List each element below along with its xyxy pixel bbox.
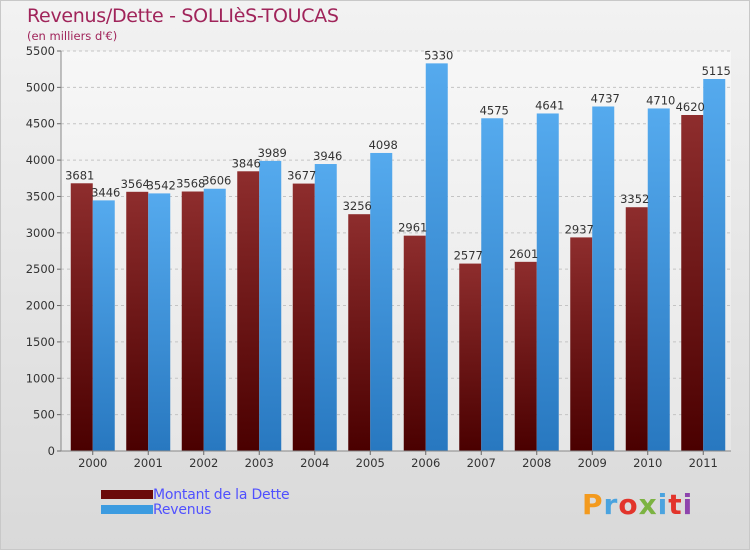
data-label-dette: 3677: [287, 169, 316, 183]
bar-revenus: [647, 108, 670, 452]
y-tick-label: 5000: [26, 80, 55, 94]
data-label-dette: 3352: [620, 192, 649, 206]
logo-letter: t: [668, 488, 683, 521]
bar-dette: [292, 183, 315, 451]
bar-dette: [181, 191, 204, 451]
y-tick-label: 2000: [26, 299, 55, 313]
bar-dette: [514, 261, 537, 451]
bar-dette: [459, 263, 482, 451]
bar-revenus: [92, 200, 115, 451]
data-label-dette: 3256: [343, 199, 372, 213]
bar-dette: [570, 237, 593, 451]
y-tick-label: 4500: [26, 117, 55, 131]
data-label-revenus: 4710: [646, 93, 675, 107]
legend-item-revenus: Revenus: [101, 501, 289, 518]
x-tick-label: 2001: [134, 456, 163, 470]
data-label-dette: 2937: [565, 222, 594, 236]
proxiti-logo: Proxiti: [582, 488, 693, 521]
y-tick-label: 500: [33, 408, 55, 422]
data-label-dette: 3681: [65, 168, 94, 182]
data-label-dette: 2961: [398, 221, 427, 235]
y-tick-label: 5500: [26, 44, 55, 58]
bar-revenus: [259, 160, 282, 451]
data-label-revenus: 3989: [258, 146, 287, 160]
x-tick-label: 2002: [189, 456, 218, 470]
chart-title: Revenus/Dette - SOLLIèS-TOUCAS: [27, 5, 339, 27]
x-tick-label: 2005: [356, 456, 385, 470]
data-label-dette: 3568: [176, 177, 205, 191]
logo-letter: o: [618, 488, 639, 521]
logo-letter: i: [657, 488, 669, 521]
data-label-revenus: 4737: [591, 91, 620, 105]
data-label-dette: 2577: [454, 249, 483, 263]
bar-revenus: [703, 79, 726, 451]
legend-swatch-revenus: [101, 505, 153, 514]
data-label-revenus: 5330: [424, 48, 453, 62]
data-label-revenus: 4098: [369, 138, 398, 152]
chart-subtitle: (en milliers d'€): [27, 29, 118, 43]
logo-letter: i: [682, 488, 694, 521]
x-tick-label: 2008: [522, 456, 551, 470]
x-tick-label: 2007: [467, 456, 496, 470]
bar-revenus: [148, 193, 171, 451]
legend-item-dette: Montant de la Dette: [101, 486, 290, 503]
x-tick-label: 2003: [245, 456, 274, 470]
bar-dette: [348, 214, 371, 451]
legend-label-revenus: Revenus: [153, 501, 212, 518]
x-tick-label: 2004: [300, 456, 329, 470]
y-tick-label: 3500: [26, 189, 55, 203]
bar-dette: [126, 191, 149, 452]
x-tick-label: 2000: [78, 456, 107, 470]
y-tick-label: 0: [48, 444, 55, 458]
bar-revenus: [592, 106, 615, 451]
bar-revenus: [481, 118, 504, 451]
bar-dette: [681, 115, 704, 451]
bar-revenus: [370, 152, 393, 452]
data-label-revenus: 3946: [313, 149, 342, 163]
bar-revenus: [203, 188, 226, 451]
logo-letter: P: [582, 488, 604, 521]
bar-dette: [625, 207, 648, 451]
data-label-dette: 3564: [121, 177, 150, 191]
y-tick-label: 2500: [26, 262, 55, 276]
data-label-dette: 3846: [232, 156, 261, 170]
bar-revenus: [536, 113, 559, 452]
bar-dette: [403, 235, 426, 451]
data-label-dette: 4620: [676, 100, 705, 114]
data-label-revenus: 5115: [702, 64, 731, 78]
legend-label-dette: Montant de la Dette: [153, 486, 290, 503]
logo-letter: x: [638, 488, 658, 521]
x-tick-label: 2011: [689, 456, 718, 470]
plot-area: [61, 51, 731, 451]
data-label-dette: 2601: [509, 247, 538, 261]
bar-revenus: [314, 164, 337, 451]
data-label-revenus: 3606: [202, 174, 231, 188]
bar-revenus: [425, 63, 448, 451]
bar-dette: [70, 183, 93, 452]
data-label-revenus: 3542: [147, 178, 176, 192]
y-tick-label: 3000: [26, 226, 55, 240]
logo-letter: r: [603, 488, 619, 521]
legend-swatch-dette: [101, 490, 153, 499]
y-tick-label: 4000: [26, 153, 55, 167]
x-tick-label: 2006: [411, 456, 440, 470]
y-tick-label: 1500: [26, 335, 55, 349]
legend: Montant de la Dette Revenus: [101, 486, 290, 518]
axes: 0 500 1000 1500 2000 2500 3000 3500 4000 4500 5000…: [26, 44, 731, 470]
data-label-revenus: 4575: [480, 103, 509, 117]
x-tick-label: 2009: [578, 456, 607, 470]
bar-dette: [237, 171, 260, 452]
data-label-revenus: 4641: [535, 98, 564, 112]
data-label-revenus: 3446: [91, 185, 120, 199]
bars: [70, 63, 726, 452]
y-tick-label: 1000: [26, 371, 55, 385]
x-tick-label: 2010: [633, 456, 662, 470]
